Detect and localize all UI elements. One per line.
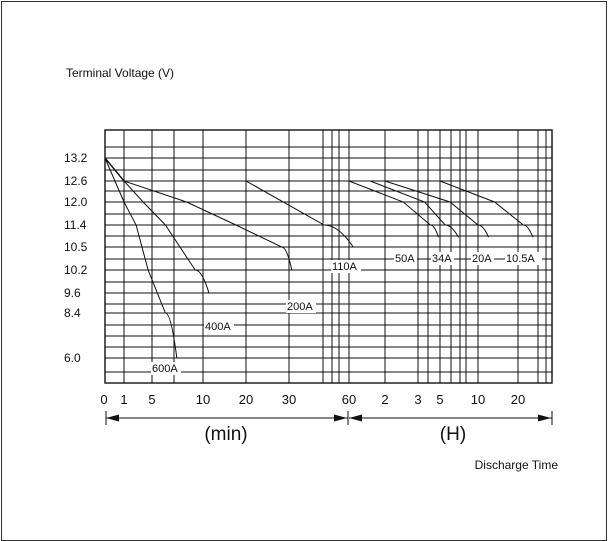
h-arrow-right-head	[538, 414, 551, 422]
series-label: 20A	[472, 253, 492, 265]
x-axis-title: Discharge Time	[475, 458, 559, 472]
series-label-bg	[471, 252, 494, 265]
y-tick-label: 12.0	[64, 195, 88, 209]
series-label: 110A	[332, 261, 358, 273]
x-tick-label: 20	[511, 392, 525, 407]
grid	[104, 129, 553, 384]
series-label-bg	[431, 252, 454, 265]
curve-10-5a	[104, 157, 534, 238]
series-label-bg	[204, 320, 234, 333]
x-tick-label: 2	[381, 392, 388, 407]
discharge-curves	[104, 157, 534, 359]
series-label-bg	[505, 252, 542, 265]
series-label-bg	[331, 260, 361, 273]
series-label: 10.5A	[506, 253, 535, 265]
y-tick-label: 13.2	[64, 151, 88, 165]
x-tick-label: 1	[120, 392, 127, 407]
series-label-bg	[394, 252, 417, 265]
y-tick-label: 6.0	[64, 351, 81, 365]
x-tick-label: 20	[239, 392, 253, 407]
series-label: 50A	[395, 253, 415, 265]
y-tick-labels: 13.2 12.6 12.0 11.4 10.5 10.2 9.6 8.4 6.0	[64, 151, 88, 365]
x-tick-label: 0	[100, 392, 107, 407]
y-axis-title: Terminal Voltage (V)	[66, 66, 174, 80]
min-arrow-left-head	[106, 414, 119, 422]
x-tick-label: 10	[196, 392, 210, 407]
x-tick-label: 5	[436, 392, 443, 407]
hours-unit-label: (H)	[440, 424, 466, 445]
series-label: 200A	[287, 301, 313, 313]
series-label-bg	[151, 362, 181, 375]
y-tick-label: 12.6	[64, 174, 88, 188]
y-tick-label: 11.4	[64, 218, 87, 232]
x-tick-label: 3	[414, 392, 421, 407]
y-tick-label: 9.6	[64, 286, 81, 300]
min-arrow-right-head	[334, 414, 347, 422]
series-labels: 600A 400A 200A 110A 50A 34A 20A 10.5A	[151, 252, 542, 375]
minutes-unit-label: (min)	[204, 424, 247, 445]
h-arrow-left-head	[349, 414, 362, 422]
y-tick-label: 10.5	[64, 240, 88, 254]
x-tick-label: 60	[342, 392, 356, 407]
x-tick-label: 30	[282, 392, 296, 407]
plot-border	[104, 129, 553, 384]
series-label: 400A	[205, 321, 231, 333]
x-tick-label: 5	[148, 392, 155, 407]
x-tick-label: 10	[471, 392, 485, 407]
y-tick-label: 8.4	[64, 306, 81, 320]
curve-600a	[104, 157, 178, 359]
discharge-chart: Terminal Voltage (V) 13.2 12.6 12.0 11.4 10.…	[64, 66, 559, 472]
y-tick-label: 10.2	[64, 263, 88, 277]
series-label: 34A	[432, 253, 452, 265]
time-unit-arrows	[105, 411, 553, 425]
series-label: 600A	[152, 363, 178, 375]
x-tick-labels: 0 1 5 10 20 30 60 2 3 5 10 20	[100, 392, 525, 407]
series-label-bg	[286, 300, 316, 313]
